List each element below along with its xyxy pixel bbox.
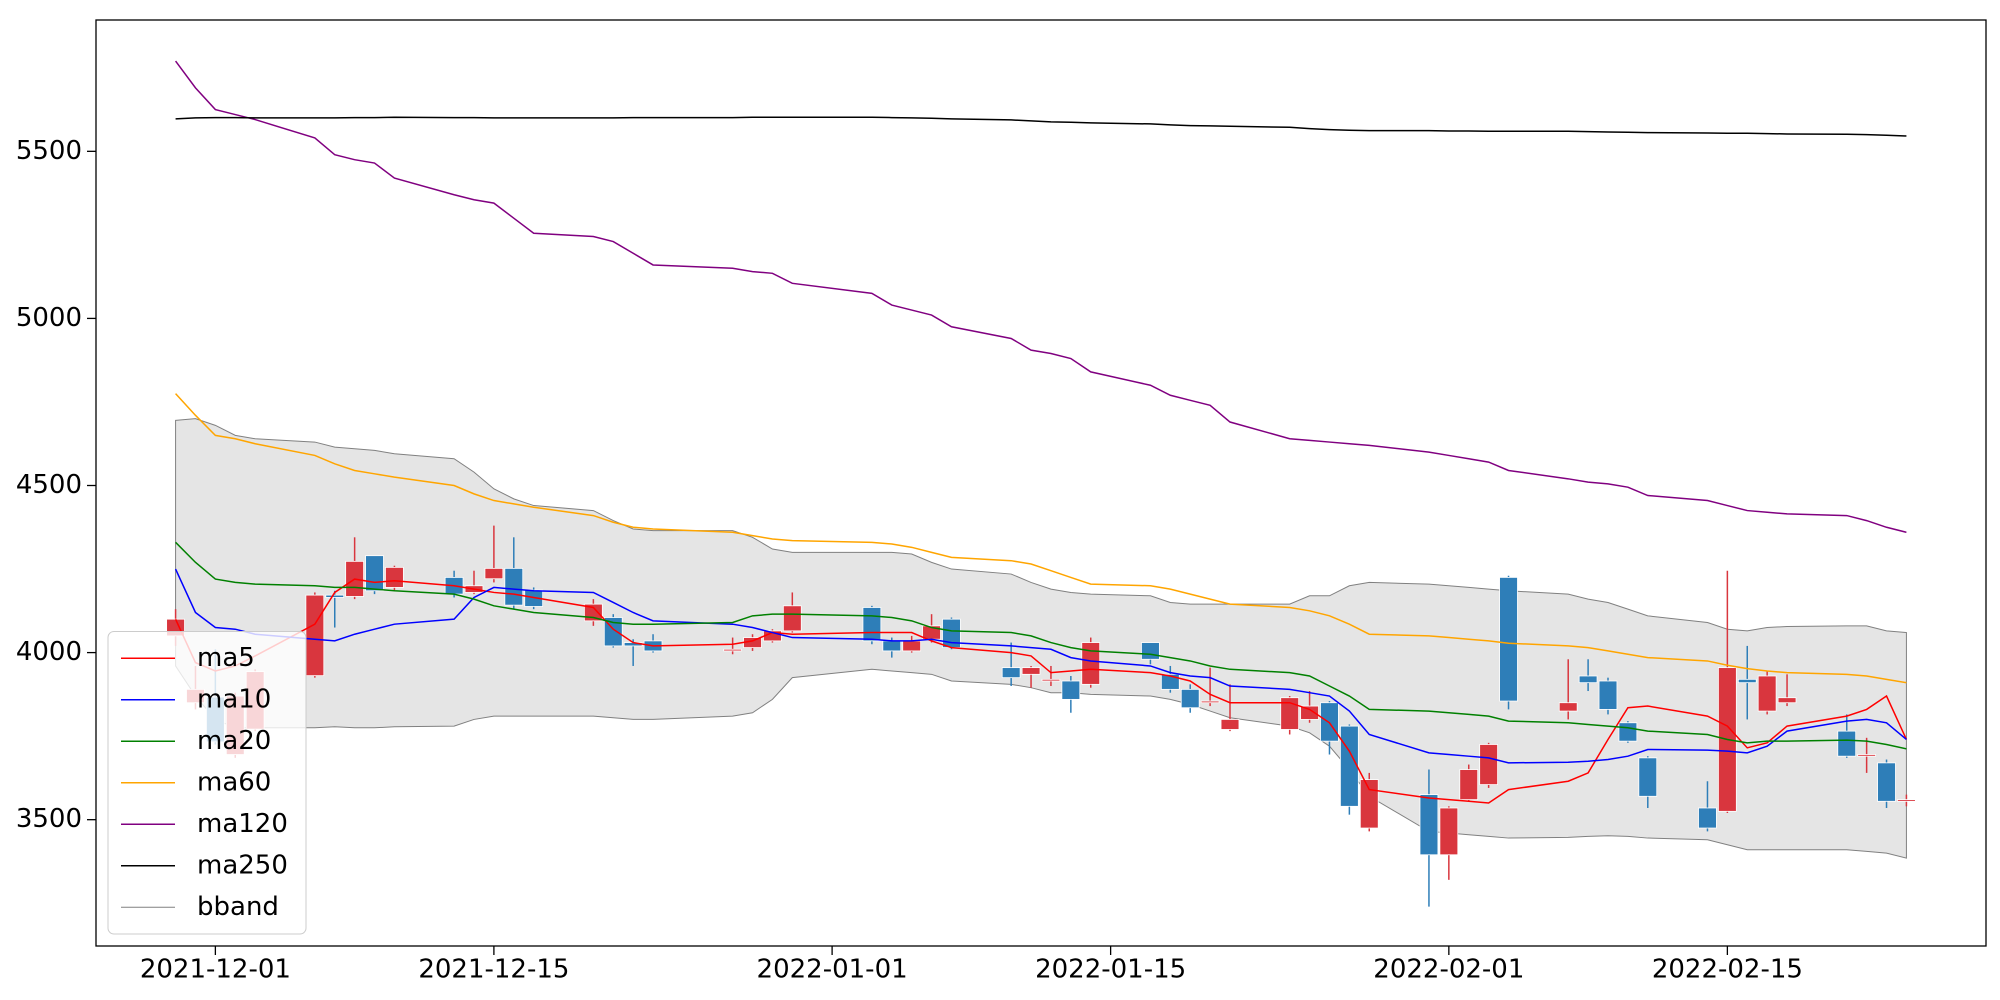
legend-label: ma20: [197, 726, 271, 756]
plot-frame: [95, 19, 1987, 947]
candle-body: [1618, 722, 1638, 742]
legend-label: bband: [197, 892, 279, 922]
candle-body: [484, 567, 504, 580]
ma-line: [174, 60, 1907, 534]
candle-body: [385, 566, 404, 588]
ma-line: [175, 541, 1907, 750]
candle-body: [1081, 642, 1101, 685]
ma-line: [174, 578, 1908, 804]
candle-body: [1041, 678, 1061, 682]
candle-body: [1638, 757, 1658, 797]
legend-label: ma5: [197, 643, 255, 673]
x-tick-label: 2022-02-15: [1652, 955, 1803, 985]
x-tick-label: 2021-12-15: [418, 955, 569, 985]
candle-body: [862, 607, 882, 642]
candle-body: [1459, 769, 1479, 801]
candle-body: [1280, 697, 1300, 730]
candle-body: [1857, 754, 1876, 757]
candle-body: [1439, 807, 1459, 856]
candle-body: [1877, 762, 1896, 802]
candle-body: [723, 648, 742, 652]
candle-body: [365, 555, 384, 592]
legend-label: ma10: [197, 684, 271, 714]
candle-body: [1021, 667, 1041, 675]
candle-body: [1200, 700, 1220, 704]
candle-body: [305, 594, 325, 677]
candle-body: [1340, 725, 1359, 807]
candle-body: [1419, 794, 1439, 856]
legend-box: [107, 631, 307, 935]
legend-label: ma60: [197, 767, 271, 797]
ma-line: [174, 568, 1907, 764]
candle-body: [1160, 673, 1180, 690]
candle-body: [1061, 680, 1081, 700]
x-tick-label: 2022-01-01: [757, 955, 908, 985]
candle-body: [902, 640, 922, 652]
candle-body: [1598, 680, 1618, 710]
x-tick-label: 2021-12-01: [140, 955, 291, 985]
candle-body: [1180, 688, 1200, 709]
candle-body: [1220, 719, 1240, 730]
candle-body: [1001, 667, 1021, 679]
candle-body: [1359, 779, 1379, 829]
candle-body: [1837, 730, 1857, 757]
y-tick-label: 4500: [16, 470, 82, 500]
ma-line: [175, 393, 1907, 684]
ma-line: [175, 116, 1907, 137]
candle-body: [1698, 807, 1717, 829]
candle-body: [782, 605, 802, 632]
legend: ma5 ma10 ma20 ma60 ma120 ma250 bband: [107, 631, 307, 935]
candle-body: [1737, 678, 1757, 684]
candle-body: [1757, 675, 1777, 712]
candle-body: [504, 567, 524, 606]
bollinger-band: [175, 418, 1907, 859]
candle-body: [882, 640, 902, 652]
x-tick-label: 2022-01-15: [1035, 955, 1186, 985]
candle-body: [1499, 577, 1518, 702]
legend-label: ma120: [197, 809, 288, 839]
candle-body: [1777, 697, 1797, 704]
candle-body: [1558, 702, 1578, 712]
x-tick-label: 2022-02-01: [1373, 955, 1524, 985]
candle-body: [1300, 705, 1319, 720]
y-tick-label: 5500: [16, 136, 82, 166]
candle-body: [325, 594, 345, 598]
candle-body: [1479, 744, 1498, 785]
y-tick-label: 4000: [16, 637, 82, 667]
candle-body: [1141, 642, 1160, 660]
candle-body: [1578, 675, 1598, 684]
y-tick-label: 5000: [16, 303, 82, 333]
y-tick-label: 3500: [16, 804, 82, 834]
candle-body: [1897, 799, 1916, 802]
legend-label: ma250: [197, 850, 288, 880]
